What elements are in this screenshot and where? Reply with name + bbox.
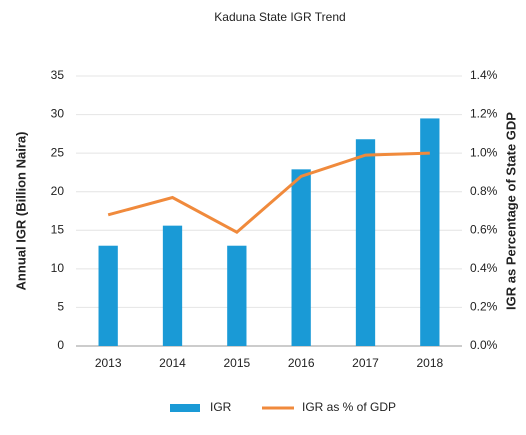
y2-tick-label: 0.4% [470,261,498,275]
bar [227,245,247,346]
y2-axis-label: IGR as Percentage of State GDP [503,112,518,310]
legend-label: IGR as % of GDP [302,400,396,414]
bar [98,245,118,346]
bar [291,169,311,346]
y-axis-label: Annual IGR (Billion Naira) [13,132,28,291]
y-tick-label: 25 [51,145,65,159]
x-tick-label: 2017 [352,356,379,370]
y-tick-label: 10 [51,261,65,275]
bar [420,118,440,346]
y-tick-label: 20 [51,184,65,198]
bar [162,225,183,346]
y-tick-label: 30 [51,107,65,121]
y2-tick-label: 0.8% [470,184,498,198]
y-tick-label: 0 [57,338,64,352]
y2-tick-label: 1.4% [470,68,498,82]
line [107,151,430,235]
y2-tick-label: 1.0% [470,145,498,159]
x-tick-label: 2013 [95,356,122,370]
legend-label: IGR [210,400,232,414]
legend-swatch [170,404,200,412]
x-tick-label: 2018 [416,356,443,370]
bar [355,139,376,346]
y-tick-label: 35 [51,68,65,82]
y2-tick-label: 0.0% [470,338,498,352]
x-tick-label: 2014 [159,356,186,370]
y2-tick-label: 1.2% [470,107,498,121]
y2-tick-label: 0.2% [470,300,498,314]
x-tick-label: 2016 [288,356,315,370]
y-tick-label: 15 [51,222,65,236]
chart-title: Kaduna State IGR Trend [214,10,345,24]
y-tick-label: 5 [57,300,64,314]
x-tick-label: 2015 [223,356,250,370]
y2-tick-label: 0.6% [470,222,498,236]
